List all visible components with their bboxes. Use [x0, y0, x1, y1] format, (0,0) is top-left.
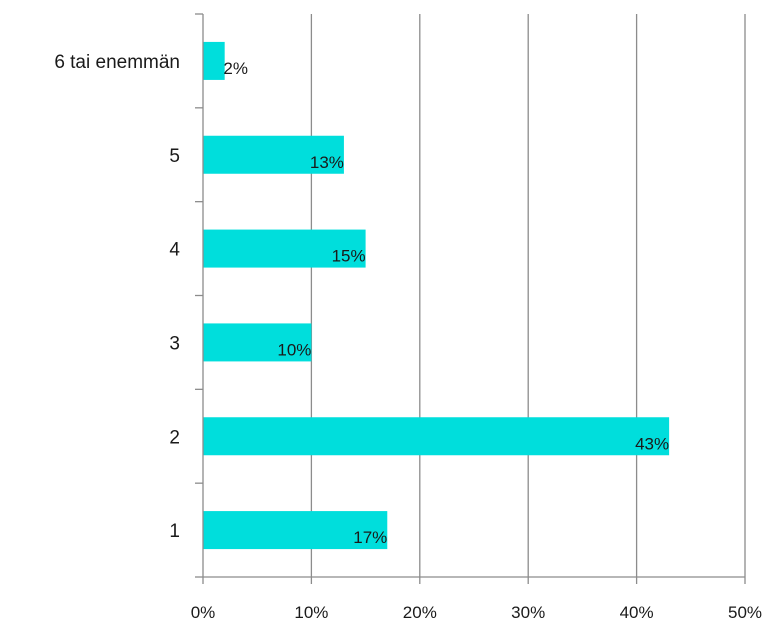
x-tick-label: 40%: [620, 603, 654, 622]
x-tick-label: 50%: [728, 603, 762, 622]
x-tick-labels: 0% 10% 20% 30% 40% 50%: [191, 603, 762, 622]
data-label: 15%: [332, 247, 366, 266]
x-tick-label: 30%: [511, 603, 545, 622]
bar: [203, 135, 344, 174]
data-label: 43%: [635, 434, 669, 453]
bar: [203, 511, 388, 550]
gridlines: [310, 14, 746, 577]
bar: [203, 417, 670, 456]
data-label: 2%: [223, 59, 248, 78]
category-label: 4: [169, 240, 180, 261]
bar: [203, 323, 312, 362]
category-label: 6 tai enemmän: [54, 52, 180, 73]
bar: [203, 229, 366, 268]
x-tick-label: 20%: [403, 603, 437, 622]
data-label: 17%: [353, 528, 387, 547]
bars: [203, 41, 670, 550]
category-label: 5: [169, 146, 180, 167]
x-tick-label: 10%: [294, 603, 328, 622]
category-labels: 6 tai enemmän 5 4 3 2 1: [54, 52, 180, 542]
data-labels: 2% 13% 15% 10% 43% 17%: [223, 59, 669, 547]
x-tick-label: 0%: [191, 603, 216, 622]
category-label: 2: [169, 427, 180, 448]
data-label: 10%: [277, 340, 311, 359]
data-label: 13%: [310, 153, 344, 172]
category-label: 1: [169, 521, 180, 542]
category-label: 3: [169, 333, 180, 354]
bar: [203, 41, 225, 80]
axes: [195, 13, 746, 584]
